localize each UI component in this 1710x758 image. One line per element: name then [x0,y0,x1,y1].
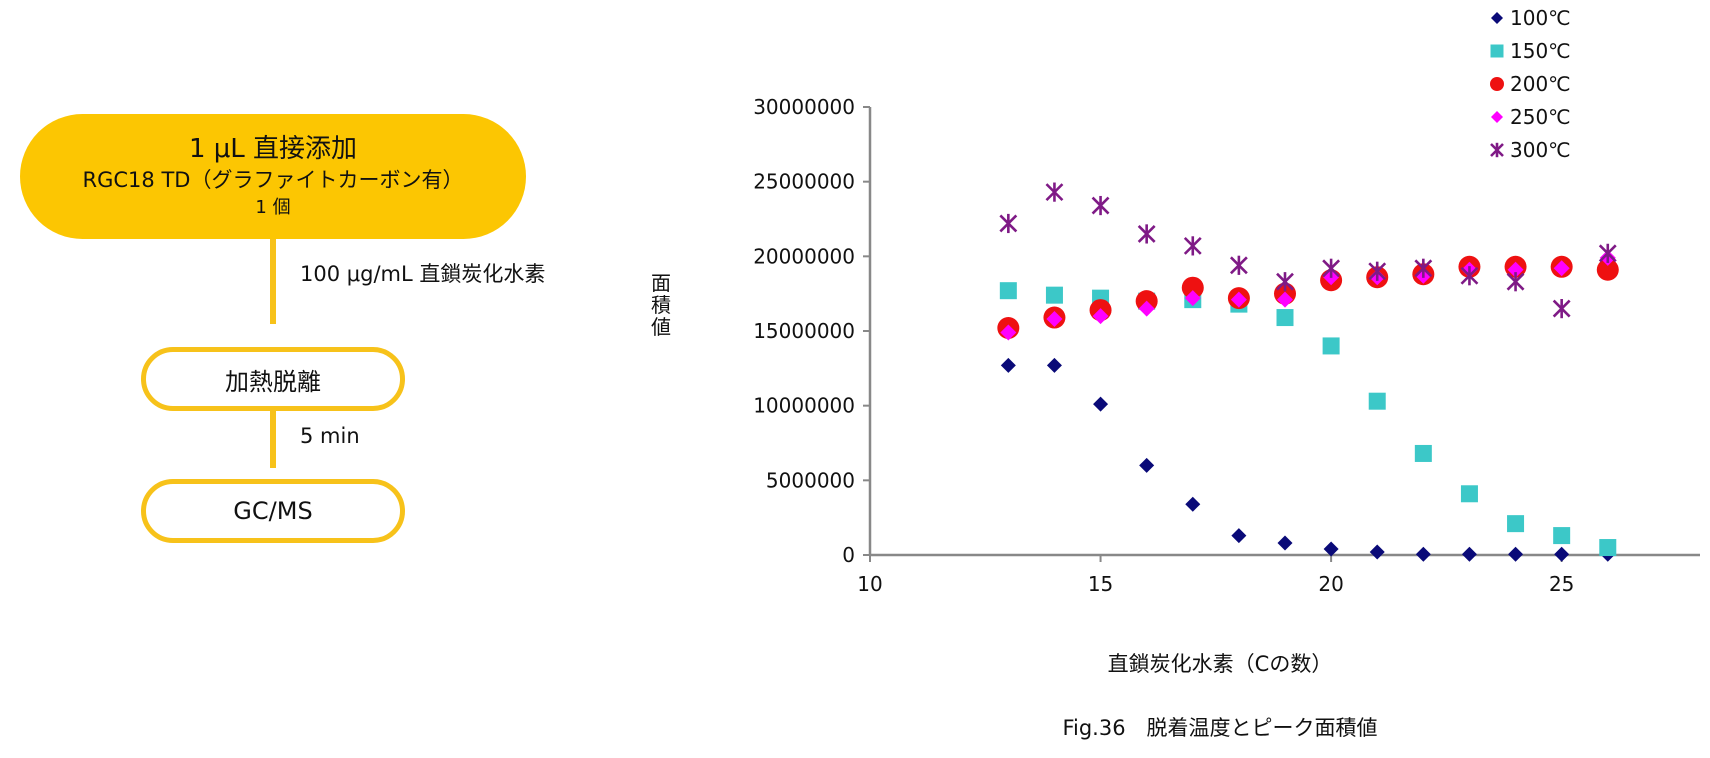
data-point [1139,457,1155,473]
data-point [1276,272,1294,292]
data-point [1598,243,1617,263]
data-point [1553,260,1570,277]
legend-label: 200℃ [1510,72,1571,96]
y-axis-label-char: 面 [651,271,671,295]
legend-label: 150℃ [1510,39,1571,63]
data-point [1461,546,1477,562]
step3-label: GC/MS [233,497,313,525]
legend-label: 300℃ [1510,138,1571,162]
flowchart: 1 μL 直接添加 RGC18 TD（グラファイトカーボン有） 1 個 100 … [0,0,640,758]
data-point [1231,528,1247,544]
data-point [1091,195,1110,216]
y-tick-label: 10000000 [753,394,855,418]
data-point [1183,236,1202,256]
x-tick-label: 25 [1549,572,1574,596]
data-point [1507,515,1525,533]
y-tick-label: 0 [842,543,855,567]
step-thermal-desorption: 加熱脱離 [141,347,405,411]
data-point [1460,266,1479,286]
series-150℃ [999,282,1617,557]
data-point [1276,309,1294,327]
data-point [1185,496,1201,512]
step-direct-addition: 1 μL 直接添加 RGC18 TD（グラファイトカーボン有） 1 個 [20,114,526,239]
data-point [1414,444,1432,462]
data-point [1092,308,1109,325]
data-point [1596,258,1619,281]
data-point [1508,546,1524,562]
data-point [1415,546,1431,562]
legend-label: 100℃ [1510,6,1571,30]
data-point [1552,299,1571,319]
legend: 100℃ 150℃ 200℃ 250℃ 300℃ [1490,6,1571,162]
x-tick-label: 15 [1088,572,1113,596]
data-point [1184,290,1201,307]
data-point [1277,535,1293,551]
legend-marker [1490,142,1504,158]
data-point [1368,392,1386,410]
step1-device: RGC18 TD（グラファイトカーボン有） [82,167,464,192]
axes [863,106,1700,562]
y-tick-label: 5000000 [766,468,855,492]
y-axis-label-char: 値 [651,315,671,339]
data-point [999,213,1018,234]
connector-line-2 [270,378,276,468]
data-point [1460,485,1478,503]
data-point [1230,291,1247,308]
data-point [1045,286,1063,304]
data-point [1414,258,1433,278]
legend-marker [1490,77,1504,91]
step1-title: 1 μL 直接添加 [188,133,358,164]
data-point [1277,291,1293,308]
data-point [1369,544,1385,560]
data-point [1045,182,1064,202]
data-point [1599,539,1617,557]
y-tick-labels: 0 5000000 10000000 15000000 20000000 25000000… [753,95,855,567]
legend-marker [1491,111,1503,123]
data-point [1323,541,1339,557]
y-tick-label: 25000000 [753,170,855,194]
connector-line-1 [270,238,276,324]
data-point [1507,261,1524,278]
data-point [1093,396,1109,412]
data-points [997,182,1619,562]
data-point [1000,324,1017,341]
figure-caption: Fig.36 脱着温度とピーク面積値 [1062,716,1377,740]
scatter-chart: 面積値 0 5000000 10000000 15000000 20000000 2500… [651,6,1700,740]
data-point [1046,357,1062,373]
data-point [1506,272,1525,292]
data-point [999,282,1017,300]
data-point [1553,527,1571,545]
series-200℃ [997,255,1619,340]
y-axis-label-char: 積 [651,293,671,317]
data-point [1181,276,1204,299]
y-tick-label: 30000000 [753,95,855,119]
connector2-label: 5 min [300,424,360,448]
y-tick-label: 15000000 [753,319,855,343]
x-axis-label: 直鎖炭化水素（Cの数） [1108,652,1333,676]
data-point [1322,337,1340,355]
x-tick-labels: 10 15 20 25 [857,572,1574,596]
step-gcms: GC/MS [141,479,405,543]
data-point [1046,311,1063,328]
data-point [1229,255,1248,275]
x-tick-label: 20 [1318,572,1343,596]
series-300℃ [999,182,1617,319]
legend-marker [1490,44,1504,58]
connector1-label: 100 μg/mL 直鎖炭化水素 [300,262,546,286]
legend-label: 250℃ [1510,105,1571,129]
y-axis-label-group: 面積値 [651,271,671,339]
data-point [1000,357,1016,373]
data-point [1137,224,1156,244]
step2-label: 加熱脱離 [225,367,321,396]
step1-count: 1 個 [255,196,291,218]
data-point [1368,261,1387,281]
data-point [1554,546,1570,562]
series-100℃ [1000,357,1616,562]
legend-marker [1491,12,1503,24]
data-point [1322,258,1341,278]
x-tick-label: 10 [857,572,882,596]
y-tick-label: 20000000 [753,244,855,268]
